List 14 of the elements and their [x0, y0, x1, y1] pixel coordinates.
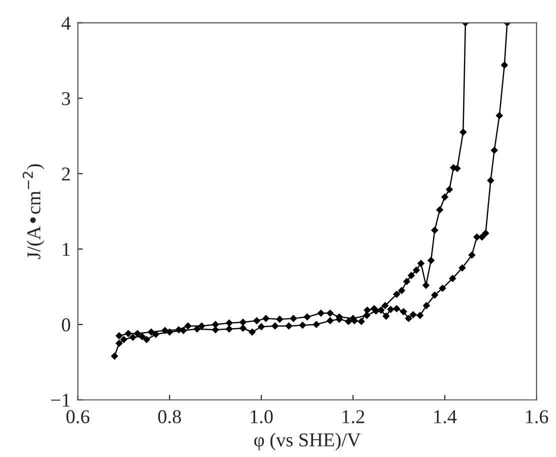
y-tick-label: 0	[62, 318, 70, 332]
x-tick-label: 0.6	[66, 410, 90, 424]
y-axis-title: J/(A•cm$^{−2}$)	[22, 164, 44, 259]
x-tick-label: 1.4	[434, 410, 457, 424]
y-tick-label: 1	[62, 242, 70, 256]
x-tick-label: 1.2	[342, 410, 364, 424]
y-tick-label: 4	[62, 16, 71, 30]
x-tick-label: 0.8	[158, 410, 181, 424]
x-tick-label: 1.0	[250, 410, 273, 424]
x-axis-title: φ (vs SHE)/V	[254, 432, 361, 450]
y-tick-label: −1	[51, 394, 70, 407]
y-tick-label: 3	[62, 92, 70, 106]
y-tick-label: 2	[62, 168, 70, 180]
x-tick-label: 1.6	[526, 410, 548, 424]
